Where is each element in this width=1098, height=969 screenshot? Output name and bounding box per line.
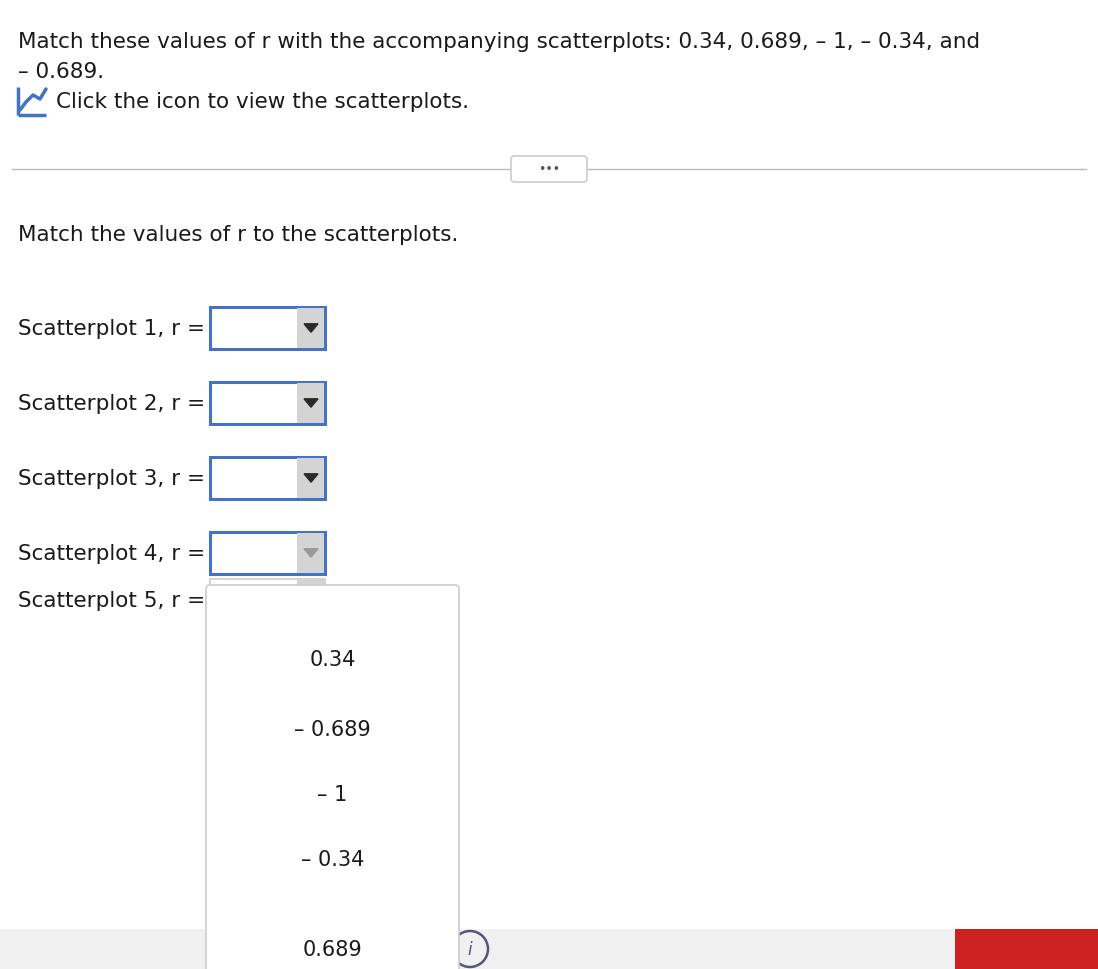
Text: i: i: [468, 940, 472, 958]
Bar: [296, 580, 324, 620]
Text: Match the values of r to the scatterplots.: Match the values of r to the scatterplot…: [18, 225, 458, 245]
Bar: [296, 534, 324, 574]
Text: – 0.34: – 0.34: [301, 849, 365, 869]
Polygon shape: [304, 399, 318, 408]
Text: Match these values of r with the accompanying scatterplots: 0.34, 0.689, – 1, – : Match these values of r with the accompa…: [18, 32, 981, 52]
Bar: [296, 458, 324, 498]
Bar: [210, 532, 325, 575]
Polygon shape: [304, 474, 318, 483]
Bar: [296, 309, 324, 349]
Bar: [210, 383, 325, 424]
Text: Scatterplot 2, r =: Scatterplot 2, r =: [18, 393, 205, 414]
Text: Scatterplot 3, r =: Scatterplot 3, r =: [18, 469, 205, 488]
Text: Click the icon to view the scatterplots.: Click the icon to view the scatterplots.: [56, 92, 469, 111]
Polygon shape: [304, 596, 318, 605]
Bar: [296, 384, 324, 423]
Text: 0.34: 0.34: [310, 649, 356, 670]
Text: •••: •••: [538, 164, 560, 176]
Text: – 1: – 1: [317, 784, 348, 804]
Text: – 0.689.: – 0.689.: [18, 62, 104, 82]
Polygon shape: [304, 549, 318, 557]
FancyBboxPatch shape: [511, 157, 587, 183]
Text: Scatterplot 5, r =: Scatterplot 5, r =: [18, 590, 205, 610]
Text: Scatterplot 1, r =: Scatterplot 1, r =: [18, 319, 205, 338]
Text: 0.689: 0.689: [303, 939, 362, 959]
Bar: [955, 929, 1098, 969]
Text: – 0.689: – 0.689: [294, 719, 371, 739]
Polygon shape: [304, 325, 318, 333]
Bar: [210, 457, 325, 499]
Text: Scatterplot 4, r =: Scatterplot 4, r =: [18, 544, 205, 563]
Bar: [0, 929, 1098, 969]
Bar: [210, 579, 325, 621]
Bar: [210, 308, 325, 350]
FancyBboxPatch shape: [206, 585, 459, 969]
